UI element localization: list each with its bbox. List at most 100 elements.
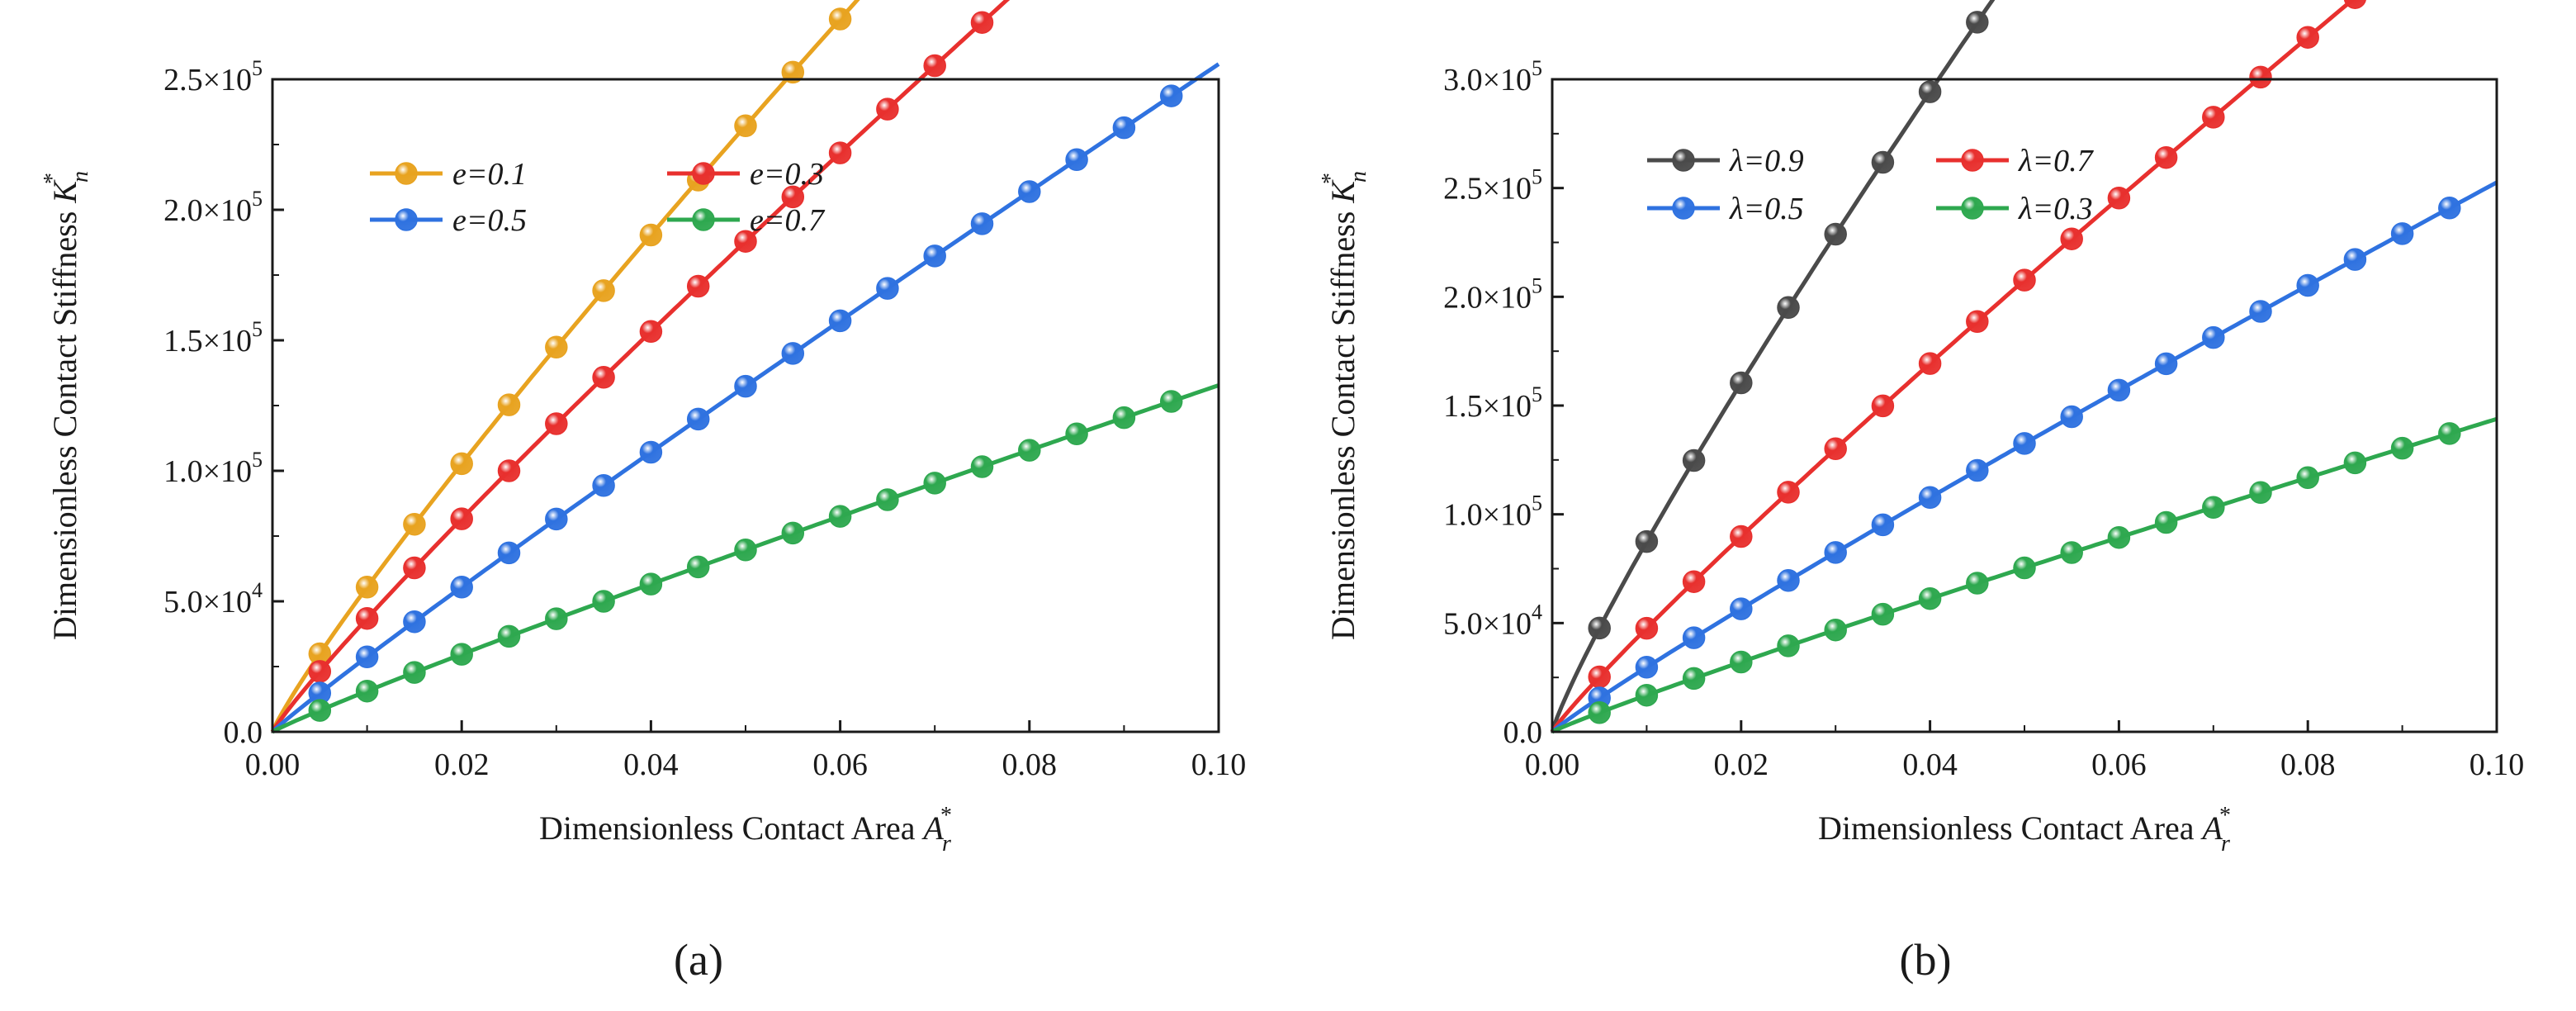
data-point xyxy=(450,643,473,666)
data-point xyxy=(828,7,852,31)
data-point xyxy=(1777,296,1800,320)
data-point xyxy=(497,624,521,648)
legend-marker xyxy=(1672,197,1695,220)
data-point xyxy=(545,412,568,435)
data-point xyxy=(1635,616,1659,640)
data-point xyxy=(1635,529,1659,553)
y-tick-label: 1.5×105 xyxy=(1443,382,1542,424)
data-point xyxy=(592,279,615,302)
data-point xyxy=(781,60,805,84)
data-point xyxy=(545,607,568,630)
x-tick-label: 0.10 xyxy=(2469,748,2525,782)
data-point xyxy=(686,274,710,298)
data-point xyxy=(1112,406,1136,430)
data-point xyxy=(1682,449,1706,472)
data-point xyxy=(1777,634,1800,657)
data-point xyxy=(1588,701,1611,724)
data-point xyxy=(1966,310,1989,334)
data-point xyxy=(1871,150,1895,174)
data-point xyxy=(1824,437,1847,461)
data-point xyxy=(1966,11,1989,34)
legend: e=0.1 e=0.3 e=0.5 e=0.7 xyxy=(370,157,826,238)
data-point xyxy=(2060,405,2083,429)
data-point xyxy=(592,590,615,613)
data-point xyxy=(2154,145,2178,169)
data-point xyxy=(734,230,757,253)
legend-label: λ=0.3 xyxy=(2018,192,2093,226)
data-point xyxy=(2296,273,2319,297)
legend-marker xyxy=(395,162,418,185)
legend-marker xyxy=(1961,149,1984,172)
y-tick-label: 2.0×105 xyxy=(1443,273,1542,315)
data-point xyxy=(970,11,994,34)
data-point xyxy=(1966,572,1989,595)
data-point xyxy=(781,521,805,545)
data-point xyxy=(1635,683,1659,707)
data-point xyxy=(1588,616,1611,640)
data-point xyxy=(639,223,663,247)
legend-marker xyxy=(1672,149,1695,172)
panel-a-chart: 0.00 0.02 0.04 0.06 0.08 0.10 0.0 5.0×104 1.0×10… xyxy=(40,0,1246,857)
data-point xyxy=(1918,486,1942,510)
data-point xyxy=(686,555,710,579)
data-point xyxy=(923,54,946,78)
data-point xyxy=(403,512,426,536)
panel-b-label: (b) xyxy=(1900,935,1952,985)
data-point xyxy=(1065,422,1088,446)
data-point xyxy=(2107,378,2131,402)
y-tick-label: 0.0 xyxy=(1503,715,1543,750)
series-line-1 xyxy=(1550,0,1996,733)
data-point xyxy=(1730,524,1753,548)
data-point xyxy=(828,505,852,528)
data-point xyxy=(2013,432,2036,455)
data-point xyxy=(450,507,473,530)
data-point xyxy=(2154,352,2178,376)
data-point xyxy=(1918,80,1942,103)
data-point xyxy=(403,556,426,580)
data-point xyxy=(355,645,379,669)
x-tick-label: 0.04 xyxy=(623,748,679,782)
data-point xyxy=(734,114,757,138)
data-point xyxy=(2438,197,2461,220)
legend-label: λ=0.5 xyxy=(1729,192,1804,226)
data-point xyxy=(1018,180,1041,203)
legend-label: λ=0.7 xyxy=(2018,144,2095,178)
data-point xyxy=(497,459,521,482)
data-point xyxy=(1588,665,1611,689)
data-point xyxy=(639,440,663,464)
data-point xyxy=(1777,569,1800,592)
legend-label: e=0.3 xyxy=(750,157,824,192)
data-point xyxy=(2438,422,2461,445)
data-point xyxy=(1918,586,1942,610)
data-point xyxy=(497,541,521,565)
x-tick-label: 0.00 xyxy=(1525,748,1580,782)
x-tick-label: 0.08 xyxy=(2280,748,2336,782)
data-point xyxy=(355,679,379,703)
data-point xyxy=(403,610,426,634)
legend-label: e=0.1 xyxy=(452,157,527,192)
data-point xyxy=(734,374,757,398)
x-tick-label: 0.02 xyxy=(434,748,490,782)
legend-marker xyxy=(692,208,715,231)
data-point xyxy=(592,366,615,389)
data-point xyxy=(2202,106,2225,129)
y-axis-label: Dimensionless Contact Stiffness K* n xyxy=(40,171,93,640)
data-point xyxy=(2060,541,2083,564)
legend-marker xyxy=(395,208,418,231)
data-point xyxy=(686,407,710,431)
y-axis-label: Dimensionless Contact Stiffness K* n xyxy=(1318,171,1371,640)
data-point xyxy=(1871,513,1895,537)
data-point xyxy=(1966,458,1989,482)
data-point xyxy=(2390,436,2414,460)
data-point xyxy=(1730,371,1753,395)
data-point xyxy=(923,472,946,495)
legend-label: e=0.7 xyxy=(750,203,826,238)
legend: λ=0.9 λ=0.7 λ=0.5 λ=0.3 xyxy=(1647,144,2095,226)
data-point xyxy=(1112,116,1136,140)
data-point xyxy=(1682,570,1706,593)
data-point xyxy=(2107,187,2131,210)
data-point xyxy=(2296,26,2319,49)
data-point xyxy=(828,141,852,164)
data-point xyxy=(2060,227,2083,250)
x-tick-label: 0.06 xyxy=(2091,748,2147,782)
